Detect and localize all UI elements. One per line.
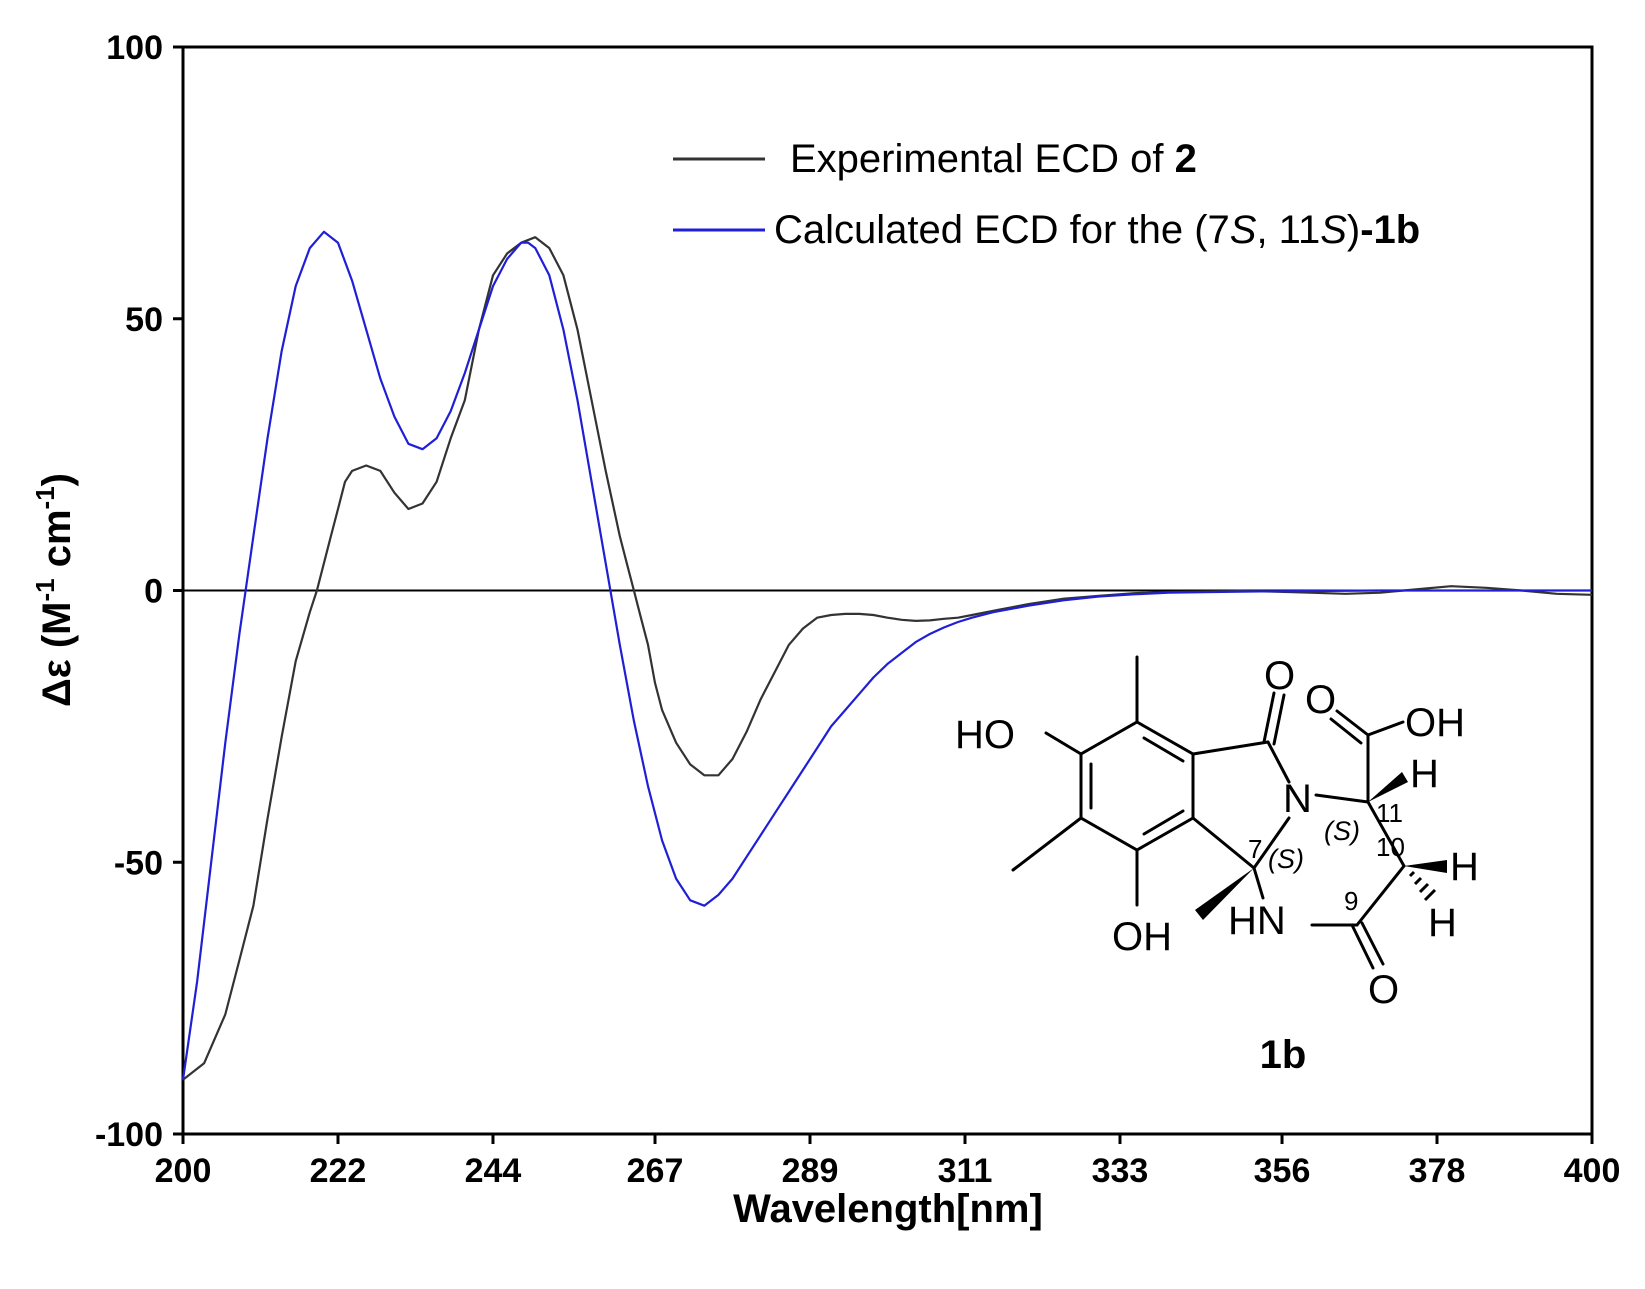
y-tick-label: -100: [95, 1116, 163, 1154]
ho-bond: [1044, 731, 1083, 756]
series-line-calculated: [181, 230, 1592, 1080]
compound-label: 1b: [1260, 1033, 1307, 1077]
acid-carbonyl-bond: [1329, 717, 1363, 745]
ring-bond: [1266, 740, 1291, 784]
x-tick-label: 200: [155, 1152, 212, 1190]
x-tick-label: 333: [1092, 1152, 1149, 1190]
wedge-bond-h10: [1404, 860, 1447, 873]
position-11: 11: [1376, 798, 1403, 828]
atom-h11: H: [1410, 752, 1439, 796]
ring-bond: [1191, 816, 1256, 870]
atom-oh-bottom: OH: [1112, 915, 1172, 959]
atom-o-amide: O: [1368, 968, 1399, 1012]
wedge-bond-h11: [1368, 772, 1408, 802]
x-tick-label: 244: [465, 1152, 522, 1190]
x-tick-label: 267: [627, 1152, 684, 1190]
carbonyl-bond: [1272, 693, 1286, 746]
y-axis-ticks: -100 -50 0 50 100: [95, 29, 183, 1154]
atom-o-lactam: O: [1264, 654, 1295, 698]
x-tick-label: 222: [310, 1152, 367, 1190]
atom-n: N: [1283, 777, 1312, 821]
series-layer: [181, 230, 1593, 1081]
x-tick-label: 289: [782, 1152, 839, 1190]
x-tick-label: 356: [1254, 1152, 1311, 1190]
carbonyl-bond: [1262, 691, 1276, 744]
position-9: 9: [1344, 886, 1358, 916]
ring-bond: [1252, 866, 1265, 900]
y-tick-label: -50: [114, 844, 163, 882]
ring-bond: [1314, 793, 1370, 804]
x-tick-label: 311: [938, 1152, 993, 1190]
y-tick-label: 100: [106, 29, 163, 67]
x-tick-label: 400: [1564, 1152, 1621, 1190]
ring-bond: [1355, 864, 1406, 927]
atom-ho: HO: [955, 713, 1015, 757]
atom-h10b: H: [1428, 901, 1457, 945]
acid-oh-bond: [1366, 720, 1405, 737]
atom-h10a: H: [1450, 845, 1479, 889]
x-axis-title: Wavelength[nm]: [733, 1187, 1043, 1231]
y-axis-title: Δε (M-1 cm-1): [30, 473, 79, 707]
benzene-ring: [1079, 720, 1195, 852]
x-axis-ticks: 200 222 244 267 289 311 333 356 378 400: [155, 1134, 1621, 1190]
ring-bond: [1366, 800, 1406, 868]
position-7: 7: [1248, 834, 1262, 864]
y-tick-label: 0: [144, 573, 163, 611]
legend-label-calculated: Calculated ECD for the (7S, 11S)-1b: [774, 208, 1420, 252]
legend: Experimental ECD of 2 Calculated ECD for…: [673, 137, 1420, 252]
hash-bond-h10: [1408, 870, 1437, 902]
acid-carbonyl-bond: [1335, 709, 1370, 737]
aromatic-double-bond: [1142, 809, 1185, 836]
ring-bond: [1191, 740, 1270, 756]
atom-hn: HN: [1228, 899, 1286, 943]
chemical-structure-1b: HO OH O O OH N HN O H H H 7 11 10 9 (S) …: [955, 654, 1479, 1077]
carbonyl-bond: [1360, 921, 1385, 966]
x-tick-label: 378: [1409, 1152, 1466, 1190]
stereo-s11: (S): [1324, 816, 1360, 846]
wedge-bond-methyl7: [1195, 868, 1254, 920]
y-tick-label: 50: [125, 301, 163, 339]
methyl-bond-left: [1011, 816, 1083, 872]
ring-bond: [1252, 816, 1291, 870]
position-10: 10: [1376, 832, 1405, 862]
legend-label-experimental: Experimental ECD of 2: [790, 137, 1197, 181]
atom-o-acid: O: [1305, 678, 1336, 722]
series-line-experimental: [182, 236, 1593, 1081]
carbonyl-bond: [1350, 923, 1375, 970]
aromatic-double-bond: [1142, 736, 1185, 763]
atom-oh-acid: OH: [1405, 701, 1465, 745]
stereo-s7: (S): [1268, 844, 1304, 874]
